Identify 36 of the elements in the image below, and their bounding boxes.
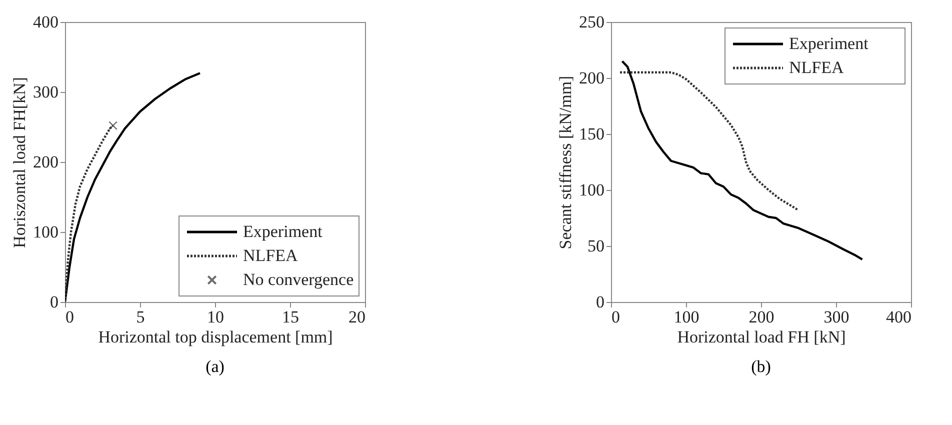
x-tick-label: 20 <box>348 308 366 326</box>
x-tick-label: 15 <box>282 308 299 326</box>
y-tick-label: 400 <box>33 12 58 32</box>
x-tick-label: 400 <box>886 308 912 326</box>
y-tick-label: 150 <box>579 124 604 144</box>
line-series <box>618 71 800 212</box>
y-axis-title: Horiszontal load FH[kN] <box>10 77 29 248</box>
y-axis-title: Secant stiffness [kN/mm] <box>556 76 575 250</box>
y-tick-label: 0 <box>596 292 604 312</box>
line-series <box>65 72 202 302</box>
x-tick-label: 100 <box>674 308 700 326</box>
y-tick-label: 300 <box>33 82 58 102</box>
y-tick-label: 200 <box>33 152 58 172</box>
x-axis-title: Horizontal load FH [kN] <box>677 328 846 346</box>
x-tick-label: 300 <box>824 308 850 326</box>
y-tick-label: 100 <box>33 222 58 242</box>
y-tick-label: 50 <box>588 236 604 256</box>
legend-label: NLFEA <box>789 58 844 77</box>
x-tick-label: 5 <box>136 308 145 326</box>
text: (b) <box>751 357 771 376</box>
x-tick-label: 10 <box>207 308 224 326</box>
legend-label: Experiment <box>789 34 869 53</box>
x-tick-label: 0 <box>612 308 620 326</box>
line-series <box>65 124 114 302</box>
y-tick-label: 0 <box>50 292 58 312</box>
line-series <box>621 60 864 261</box>
text: (a) <box>206 357 224 376</box>
y-tick-label: 100 <box>579 180 604 200</box>
x-tick-label: 200 <box>748 308 774 326</box>
y-tick-label: 200 <box>579 68 604 88</box>
y-tick-label: 250 <box>579 12 604 32</box>
x-tick-label: 0 <box>66 308 74 326</box>
x-axis-title: Horizontal top displacement [mm] <box>98 328 333 346</box>
legend-label: No convergence <box>243 270 354 289</box>
legend-label: Experiment <box>243 222 323 241</box>
legend-label: NLFEA <box>243 246 298 265</box>
